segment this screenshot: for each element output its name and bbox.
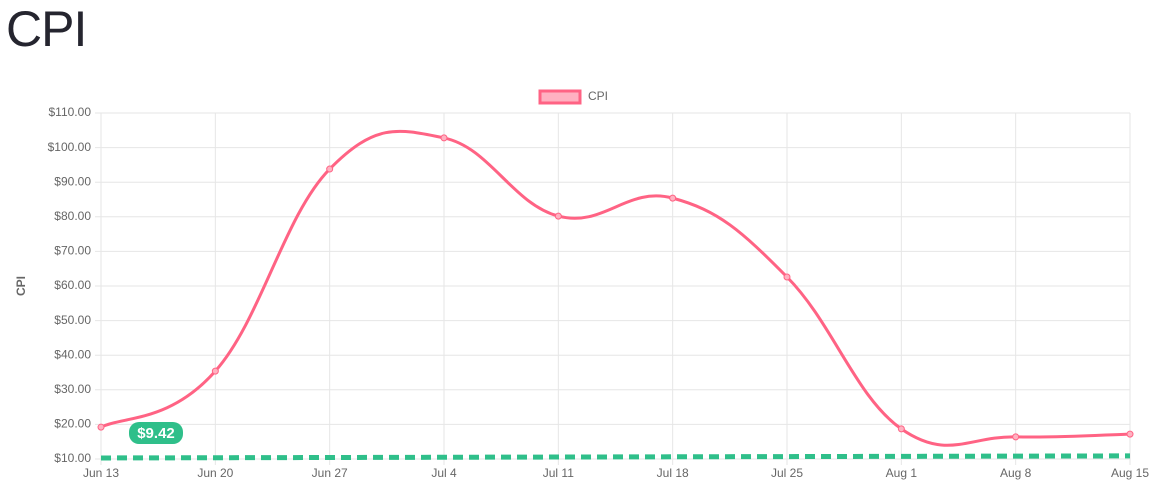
page-title: CPI	[6, 1, 87, 57]
annotation-line	[100, 453, 1131, 461]
point	[783, 273, 791, 281]
point	[97, 423, 105, 431]
x-tick-label: Jun 20	[197, 466, 233, 480]
x-tick-label: Jul 25	[771, 466, 803, 480]
y-tick-label: $40.00	[54, 347, 91, 361]
y-tick-label: $20.00	[54, 417, 91, 431]
point	[326, 165, 334, 173]
x-tick-label: Jun 13	[83, 466, 119, 480]
y-tick-label: $10.00	[54, 451, 91, 465]
annotation-badge	[129, 422, 183, 444]
legend-swatch	[538, 89, 582, 105]
x-tick-label: Jul 11	[543, 466, 574, 480]
line	[100, 129, 1131, 447]
x-tick-label: Jun 27	[312, 466, 348, 480]
y-tick-label: $70.00	[54, 244, 91, 258]
y-tick-label: $90.00	[54, 174, 91, 188]
point	[669, 194, 677, 202]
x-tick-label: Jul 18	[657, 466, 689, 480]
y-tick-label: $60.00	[54, 278, 91, 292]
legend-label: CPI	[588, 89, 608, 103]
y-axis-title: CPI	[14, 276, 28, 296]
y-tick-label: $50.00	[54, 313, 91, 327]
point	[211, 367, 219, 375]
point	[1012, 433, 1020, 441]
x-tick-label: Aug 1	[886, 466, 918, 480]
y-tick-label: $100.00	[48, 140, 92, 154]
point	[897, 425, 905, 433]
y-tick-label: $80.00	[54, 209, 91, 223]
point	[1126, 430, 1134, 438]
x-tick-label: Aug 8	[1000, 466, 1032, 480]
y-tick-label: $30.00	[54, 382, 91, 396]
x-tick-label: Jul 4	[431, 466, 457, 480]
point	[554, 212, 562, 220]
y-tick-label: $110.00	[49, 105, 92, 119]
annotation-label: $9.42	[137, 425, 175, 442]
point	[440, 134, 448, 142]
x-tick-label: Aug 15	[1111, 466, 1149, 480]
